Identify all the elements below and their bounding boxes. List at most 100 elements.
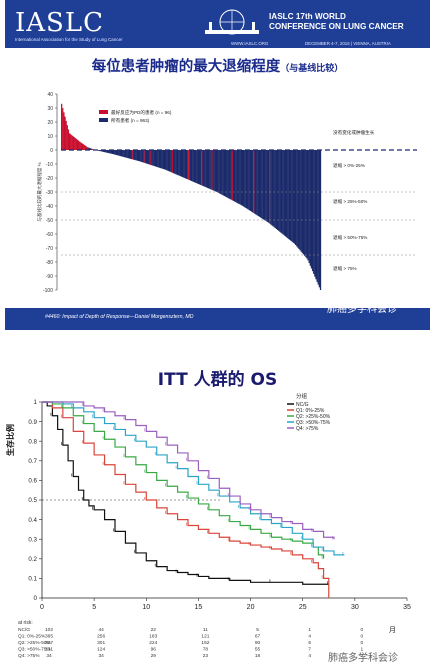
waterfall-bar [237,150,239,204]
waterfall-bar [195,150,197,184]
km-curve [42,401,345,556]
waterfall-bar [193,150,195,183]
waterfall-bar [183,150,185,178]
waterfall-bar [291,150,293,242]
waterfall-bar [113,150,115,155]
waterfall-bar [175,150,177,175]
km-x-tick-label: 5 [92,604,96,611]
waterfall-bar [158,150,160,168]
risk-row-label: Q3: >50%-75% [18,647,51,653]
waterfall-bar [155,150,158,167]
waterfall-bar [302,150,305,255]
km-y-tick-label: 0.3 [28,536,37,543]
waterfall-bar [166,150,168,171]
waterfall-bar [125,150,127,158]
waterfall-bar [296,150,298,247]
waterfall-bar [162,150,165,170]
conference-dates: DECEMBER 4-7, 2016 | VIENNA, AUSTRIA [305,41,391,46]
waterfall-y-tick-label: -20 [46,176,53,182]
waterfall-bar [235,150,237,203]
risk-cell: 34 [98,653,104,659]
km-legend-label: Q2: >25%-50% [296,414,331,420]
waterfall-title: 每位患者肿瘤的最大退缩程度（与基线比较） [91,59,344,75]
waterfall-bar [258,150,261,217]
waterfall-bar [137,150,140,161]
waterfall-bar [300,150,302,252]
os-title: ITT 人群的 OS [157,370,278,390]
waterfall-bar [105,150,107,153]
waterfall-bar [262,150,264,219]
waterfall-bar [149,150,151,165]
waterfall-bar [70,134,72,150]
waterfall-bar [91,148,93,150]
waterfall-bar [292,150,295,243]
waterfall-bar [275,150,278,230]
waterfall-bar [285,150,288,238]
waterfall-bar [81,143,83,150]
waterfall-bar [120,150,123,157]
waterfall-bar [174,150,176,174]
waterfall-bar [99,150,101,152]
waterfall-bar [71,135,73,150]
waterfall-bar [280,150,282,233]
waterfall-y-tick-label: -40 [46,204,53,210]
km-legend-title: 分组 [296,392,308,400]
waterfall-bar [154,150,157,167]
waterfall-bar [308,150,310,264]
waterfall-bar [115,150,117,155]
km-x-tick-label: 15 [195,604,203,611]
waterfall-bar [310,150,313,269]
waterfall-bar [151,150,153,166]
risk-cell: 0 [361,634,364,640]
km-y-label: 生存比例 [5,424,15,456]
waterfall-bar [313,150,315,274]
waterfall-bar [314,150,316,277]
waterfall-bar [293,150,296,244]
km-y-tick-label: 0.4 [28,517,37,524]
risk-cell: 327 [45,640,53,646]
waterfall-bar [311,150,314,272]
waterfall-bar [272,150,274,227]
waterfall-bar [136,150,139,161]
waterfall-bar [288,150,290,240]
waterfall-bar [194,150,196,183]
waterfall-bar [230,150,232,200]
risk-row-label: NC/G [18,627,30,633]
waterfall-bar [180,150,183,177]
risk-cell: 1 [361,647,364,653]
risk-cell: 365 [45,634,53,640]
waterfall-y-tick-label: -10 [46,162,53,168]
waterfall-bar [252,150,254,213]
waterfall-y-tick-label: -100 [43,288,53,294]
waterfall-bar [249,150,252,211]
logo-subtitle: International Association for the Study … [15,37,123,42]
waterfall-bar [124,150,126,158]
waterfall-bar [82,144,84,150]
waterfall-bar [289,150,291,241]
zone-label: 退缩 > 0%-25% [333,162,365,169]
risk-cell: 34 [46,653,52,659]
waterfall-y-tick-label: -70 [46,246,53,252]
waterfall-bar [98,150,100,151]
waterfall-bar [305,150,307,258]
km-x-tick-label: 20 [247,604,255,611]
waterfall-bar [317,150,319,285]
waterfall-bar [107,150,109,153]
waterfall-bar [140,150,142,162]
waterfall-bar [221,150,223,195]
waterfall-bar [214,150,217,192]
waterfall-bar [226,150,228,198]
waterfall-bar [217,150,219,193]
waterfall-bar [142,150,144,163]
waterfall-bar [255,150,257,215]
waterfall-bar [65,120,67,150]
waterfall-bar [153,150,155,167]
waterfall-bar [103,150,106,153]
waterfall-bar [100,150,102,152]
waterfall-bar [127,150,129,159]
waterfall-bar [256,150,258,216]
waterfall-bar [109,150,111,154]
waterfall-y-tick-label: -60 [46,232,53,238]
waterfall-bar [114,150,116,155]
waterfall-bar [132,150,134,160]
